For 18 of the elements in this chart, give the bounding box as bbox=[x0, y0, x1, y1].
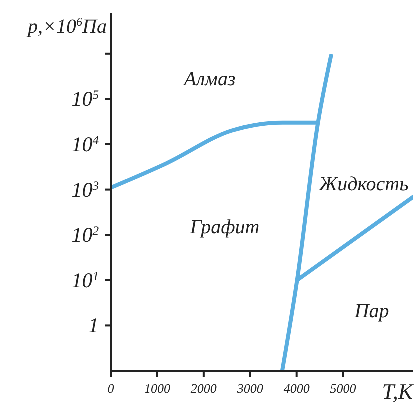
y-tick-label: 10$^{3}$ bbox=[72, 178, 99, 202]
x-tick-label: 5000 bbox=[330, 381, 357, 396]
x-tick-label: 1000 bbox=[144, 381, 171, 396]
y-tick-label: 1 bbox=[88, 314, 99, 338]
annotation: Жидкость bbox=[319, 174, 409, 196]
y-tick-label: 10$^{5}$ bbox=[72, 87, 99, 112]
x-tick-label: 3000 bbox=[236, 381, 264, 396]
y-tick-label: 10$^{2}$ bbox=[72, 223, 100, 248]
x-tick-label: 4000 bbox=[284, 381, 310, 396]
annotation: Пар bbox=[354, 300, 390, 324]
y-tick-label: 10$^{1}$ bbox=[72, 268, 99, 292]
x-tick-label: 0 bbox=[108, 381, 115, 396]
x-axis-title: T,K bbox=[382, 379, 414, 404]
y-tick-label: 10$^{4}$ bbox=[72, 132, 100, 157]
annotation: Алмаз bbox=[184, 68, 236, 92]
x-tick-label: 2000 bbox=[190, 381, 218, 396]
annotation: Графит bbox=[190, 216, 260, 240]
y-axis-title: p,×10$^{6}$Па bbox=[26, 15, 107, 38]
